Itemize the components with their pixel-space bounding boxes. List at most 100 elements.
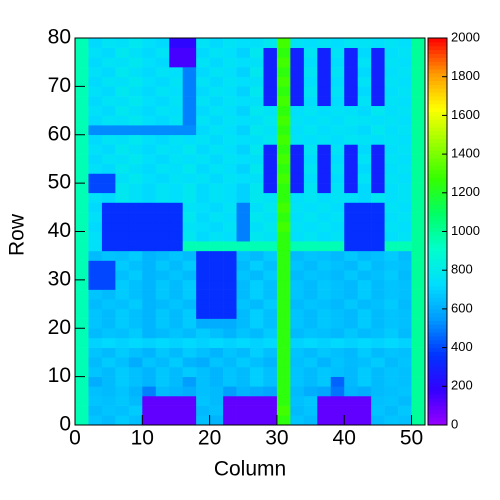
heat-cell — [75, 289, 89, 300]
heat-cell — [371, 366, 385, 377]
heat-cell — [250, 241, 264, 252]
heat-cell — [276, 183, 291, 194]
heat-cell — [75, 212, 89, 223]
heat-cell — [209, 192, 224, 203]
heat-cell — [223, 386, 237, 397]
heat-cell — [263, 279, 278, 290]
heat-cell — [344, 134, 358, 145]
heat-cell — [384, 395, 399, 406]
heat-cell — [101, 376, 116, 387]
heat-cell — [101, 299, 116, 310]
heat-cell — [182, 67, 197, 77]
colorbar-tick-label: 1600 — [451, 107, 480, 122]
heat-cell — [128, 270, 143, 281]
heat-cell — [236, 405, 251, 416]
heat-cell — [115, 328, 130, 339]
heat-cell — [75, 415, 89, 426]
heat-cell — [182, 308, 197, 319]
heat-cell — [128, 38, 143, 48]
heat-cell — [411, 318, 426, 329]
heat-cell — [209, 405, 224, 416]
heat-cell — [182, 134, 197, 145]
heat-cell — [411, 183, 426, 194]
heat-cell — [101, 221, 116, 232]
colorbar-step — [428, 285, 447, 291]
heat-cell — [223, 250, 237, 261]
heat-cell — [276, 173, 291, 184]
heat-cell — [290, 250, 305, 261]
heat-cell — [317, 192, 332, 203]
heat-cell — [290, 260, 305, 271]
colorbar-step — [428, 320, 447, 325]
colorbar-step — [428, 138, 447, 143]
heat-cell — [303, 144, 318, 155]
heat-cell — [182, 405, 197, 416]
colorbar-step — [428, 204, 447, 209]
heat-cell — [115, 395, 130, 406]
heat-cell — [101, 279, 116, 290]
heat-cell — [223, 163, 237, 174]
heat-cell — [155, 250, 170, 261]
heat-cell — [371, 337, 385, 348]
heat-cell — [182, 115, 197, 126]
heat-cell — [142, 366, 157, 377]
heat-cell — [411, 86, 426, 97]
heat-cell — [115, 260, 130, 271]
heat-cell — [128, 279, 143, 290]
heat-cell — [88, 86, 103, 97]
heat-cell — [223, 415, 237, 426]
heat-cell — [398, 202, 412, 213]
heat-cell — [236, 366, 251, 377]
heat-cell — [169, 250, 183, 261]
heat-cell — [236, 202, 251, 213]
heat-cell — [128, 376, 143, 387]
heat-cell — [209, 105, 224, 116]
heat-cell — [276, 76, 291, 87]
heat-cell — [155, 125, 170, 136]
heat-cell — [169, 154, 183, 165]
heat-cell — [411, 376, 426, 387]
colorbar-step — [428, 188, 447, 194]
heat-cell — [398, 299, 412, 310]
heat-cell — [398, 366, 412, 377]
heat-cell — [128, 250, 143, 261]
heat-cell — [263, 173, 278, 184]
colorbar-step — [428, 293, 447, 298]
heat-cell — [115, 96, 130, 107]
heat-cell — [398, 144, 412, 155]
heat-cell — [317, 115, 332, 126]
heat-cell — [75, 163, 89, 174]
heat-cell — [398, 96, 412, 107]
colorbar-step — [428, 219, 447, 225]
heat-cell — [330, 318, 345, 329]
heat-cell — [101, 212, 116, 223]
heat-cell — [209, 134, 224, 145]
heat-cell — [101, 76, 116, 87]
heat-cell — [344, 38, 358, 48]
heat-cell — [209, 57, 224, 68]
heat-cell — [371, 105, 385, 116]
heat-cell — [182, 347, 197, 358]
heat-cell — [290, 144, 305, 155]
heat-cell — [371, 192, 385, 203]
heat-cell — [303, 231, 318, 242]
heat-cell — [115, 57, 130, 68]
heat-cell — [276, 241, 291, 252]
heat-cell — [330, 357, 345, 368]
heat-cell — [142, 241, 157, 252]
heat-cell — [209, 125, 224, 136]
heat-cell — [411, 47, 426, 58]
heat-cell — [101, 366, 116, 377]
heat-cell — [182, 395, 197, 406]
heat-cell — [75, 231, 89, 242]
colorbar-step — [428, 49, 447, 54]
heat-cell — [128, 192, 143, 203]
heat-cell — [411, 163, 426, 174]
y-tick-label: 20 — [48, 316, 71, 339]
colorbar-step — [428, 277, 447, 283]
heat-cell — [169, 386, 183, 397]
heat-cell — [411, 57, 426, 68]
heat-cell — [317, 144, 332, 155]
heat-cell — [115, 366, 130, 377]
heat-cell — [290, 308, 305, 319]
